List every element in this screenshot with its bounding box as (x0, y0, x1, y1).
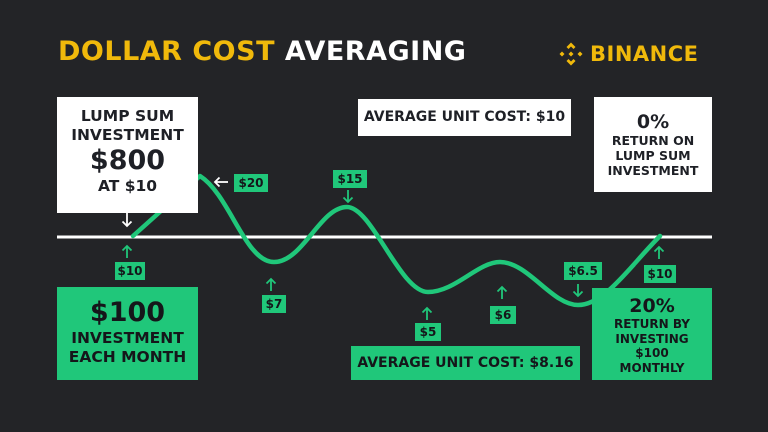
price-label: $15 (333, 170, 367, 188)
binance-logo: BINANCE (558, 41, 698, 67)
arrow-down-icon (342, 190, 354, 204)
average-cost-lump-sum: AVERAGE UNIT COST: $10 (358, 99, 571, 136)
price-marker-1 (121, 213, 133, 258)
binance-diamond-icon (559, 42, 583, 66)
price-label: $10 (644, 265, 676, 283)
return-lump-percent: 0% (636, 111, 670, 133)
page-title: DOLLAR COST AVERAGING (58, 36, 466, 67)
dca-text: INVESTMENT (71, 329, 184, 347)
dca-investment-box: $100 INVESTMENT EACH MONTH (57, 287, 198, 380)
title-part-1: DOLLAR COST (58, 36, 275, 67)
dca-price-line (130, 173, 663, 308)
binance-logo-text: BINANCE (590, 42, 699, 66)
lump-sum-price: AT $10 (97, 177, 158, 195)
return-dca-box: 20% RETURN BY INVESTING $100 MONTHLY (592, 288, 712, 380)
price-label: $6 (490, 306, 516, 324)
arrow-down-icon (572, 284, 584, 298)
return-dca-text: RETURN BY (613, 317, 690, 331)
return-lump-text: RETURN ON (611, 133, 695, 148)
price-label: $20 (234, 174, 268, 192)
arrow-down-icon (121, 213, 133, 228)
arrow-up-icon (421, 306, 433, 320)
dca-amount: $100 (89, 297, 166, 328)
price-label: $6.5 (564, 262, 602, 280)
arrow-up-icon (121, 244, 133, 258)
price-label: $10 (115, 262, 145, 280)
title-part-2: AVERAGING (284, 36, 467, 67)
lump-sum-box: LUMP SUM INVESTMENT $800 AT $10 (57, 97, 198, 213)
arrow-up-icon (496, 285, 508, 299)
arrow-left-icon (213, 176, 228, 188)
return-dca-percent: 20% (629, 295, 675, 317)
arrow-up-icon (653, 245, 665, 259)
return-dca-text: INVESTING (615, 331, 689, 346)
return-lump-sum-box: 0% RETURN ON LUMP SUM INVESTMENT (594, 97, 712, 192)
dca-text: EACH MONTH (68, 348, 187, 366)
price-label: $7 (262, 295, 286, 313)
return-lump-text: INVESTMENT (607, 163, 699, 178)
investment-label: INVESTMENT (71, 126, 184, 144)
price-label: $5 (415, 323, 441, 341)
return-dca-text: MONTHLY (619, 360, 685, 375)
return-dca-text: $100 (635, 346, 669, 360)
return-lump-text: LUMP SUM (615, 148, 691, 163)
lump-sum-amount: $800 (89, 145, 166, 176)
lump-sum-label: LUMP SUM (80, 107, 175, 125)
arrow-up-icon (265, 277, 277, 291)
average-cost-dca: AVERAGE UNIT COST: $8.16 (351, 346, 580, 380)
